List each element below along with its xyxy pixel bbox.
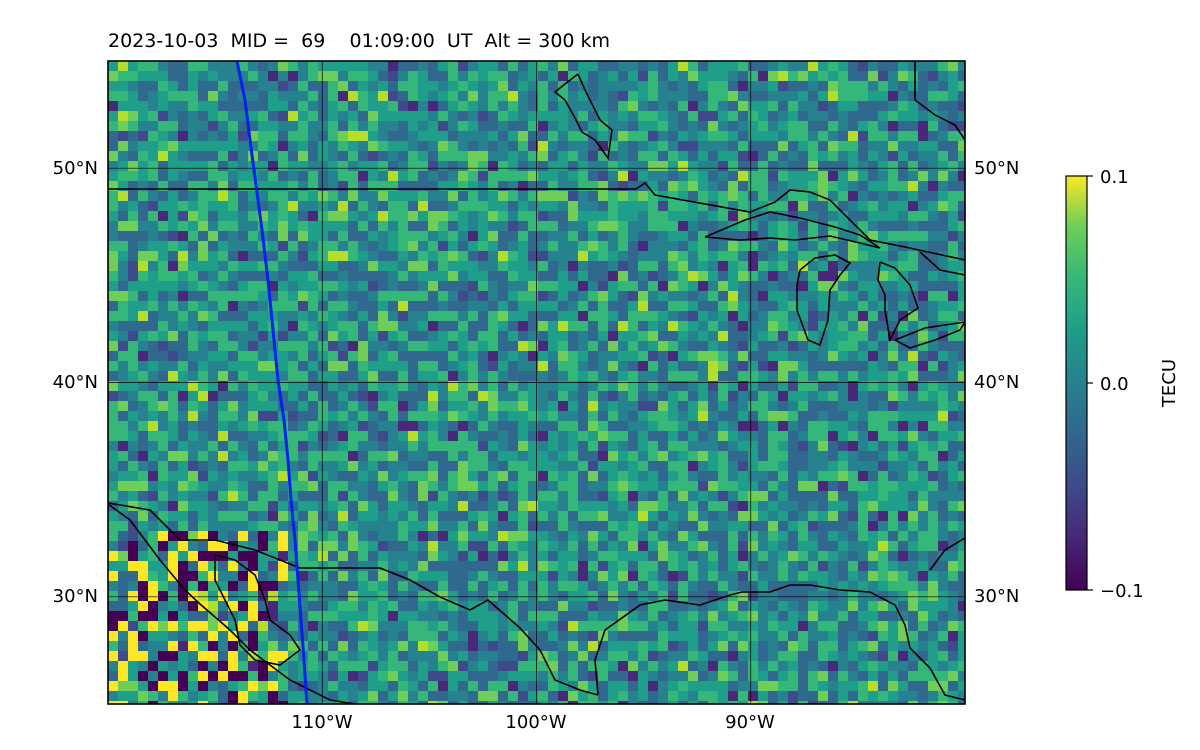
lake-erie-ontario	[894, 321, 965, 349]
map-axes: 50°N 40°N 30°N 50°N 40°N 30°N 110°W 100°…	[53, 158, 1020, 733]
tec-field	[108, 61, 965, 704]
map-title: 2023-10-03 MID = 69 01:09:00 UT Alt = 30…	[108, 30, 611, 52]
lon-label-90w: 90°W	[725, 712, 775, 733]
colorbar: 0.1 0.0 −0.1 TECU	[1065, 167, 1180, 602]
gulf-coast	[594, 584, 965, 701]
lat-label-left-30: 30°N	[53, 586, 98, 607]
lake-huron	[877, 261, 919, 343]
hudson-bay-coast	[553, 73, 613, 161]
coastlines	[108, 61, 965, 704]
lat-label-right-50: 50°N	[974, 158, 1019, 179]
lat-label-right-40: 40°N	[974, 372, 1019, 393]
tec-cells	[108, 61, 965, 704]
lon-label-110w: 110°W	[291, 712, 352, 733]
lat-label-left-40: 40°N	[53, 372, 98, 393]
colorbar-label-min: −0.1	[1100, 581, 1144, 602]
north-east-coast	[914, 61, 965, 141]
lat-label-right-30: 30°N	[974, 586, 1019, 607]
map-gridlines	[108, 61, 965, 704]
lake-superior	[704, 211, 881, 249]
map-frame	[107, 60, 966, 705]
baja-peninsula	[214, 554, 302, 666]
east-coast	[919, 251, 965, 276]
baja-coast	[108, 503, 356, 704]
florida-coast	[929, 537, 965, 571]
colorbar-label-zero: 0.0	[1100, 374, 1129, 395]
colorbar-label-max: 0.1	[1100, 167, 1129, 188]
colorbar-gradient	[1065, 175, 1088, 591]
lake-michigan	[796, 254, 852, 347]
lat-label-left-50: 50°N	[53, 158, 98, 179]
us-canada-border	[108, 181, 965, 261]
colorbar-title: TECU	[1159, 359, 1180, 408]
satellite-track	[235, 61, 309, 704]
us-mexico-border	[108, 502, 599, 696]
lon-label-100w: 100°W	[505, 712, 566, 733]
